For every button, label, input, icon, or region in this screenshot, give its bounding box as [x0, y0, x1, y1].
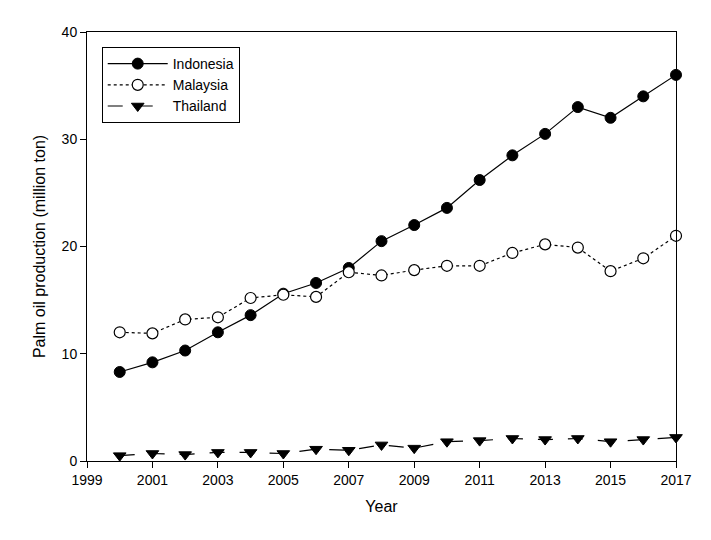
- svg-text:2017: 2017: [660, 472, 691, 488]
- svg-text:2005: 2005: [268, 472, 299, 488]
- svg-text:2007: 2007: [333, 472, 364, 488]
- svg-text:2001: 2001: [137, 472, 168, 488]
- svg-text:Palm oil production (million t: Palm oil production (million ton): [31, 135, 48, 358]
- svg-text:10: 10: [62, 346, 78, 362]
- svg-text:Thailand: Thailand: [173, 98, 227, 114]
- svg-text:Malaysia: Malaysia: [173, 77, 228, 93]
- svg-text:2013: 2013: [530, 472, 561, 488]
- svg-text:30: 30: [62, 131, 78, 147]
- svg-text:1999: 1999: [71, 472, 102, 488]
- svg-text:2009: 2009: [399, 472, 430, 488]
- svg-text:2015: 2015: [595, 472, 626, 488]
- svg-text:2011: 2011: [465, 472, 495, 488]
- svg-text:0: 0: [69, 453, 77, 469]
- svg-text:Indonesia: Indonesia: [173, 56, 234, 72]
- svg-text:Year: Year: [365, 498, 398, 515]
- svg-text:2003: 2003: [202, 472, 233, 488]
- svg-text:40: 40: [62, 24, 78, 40]
- svg-text:20: 20: [62, 238, 78, 254]
